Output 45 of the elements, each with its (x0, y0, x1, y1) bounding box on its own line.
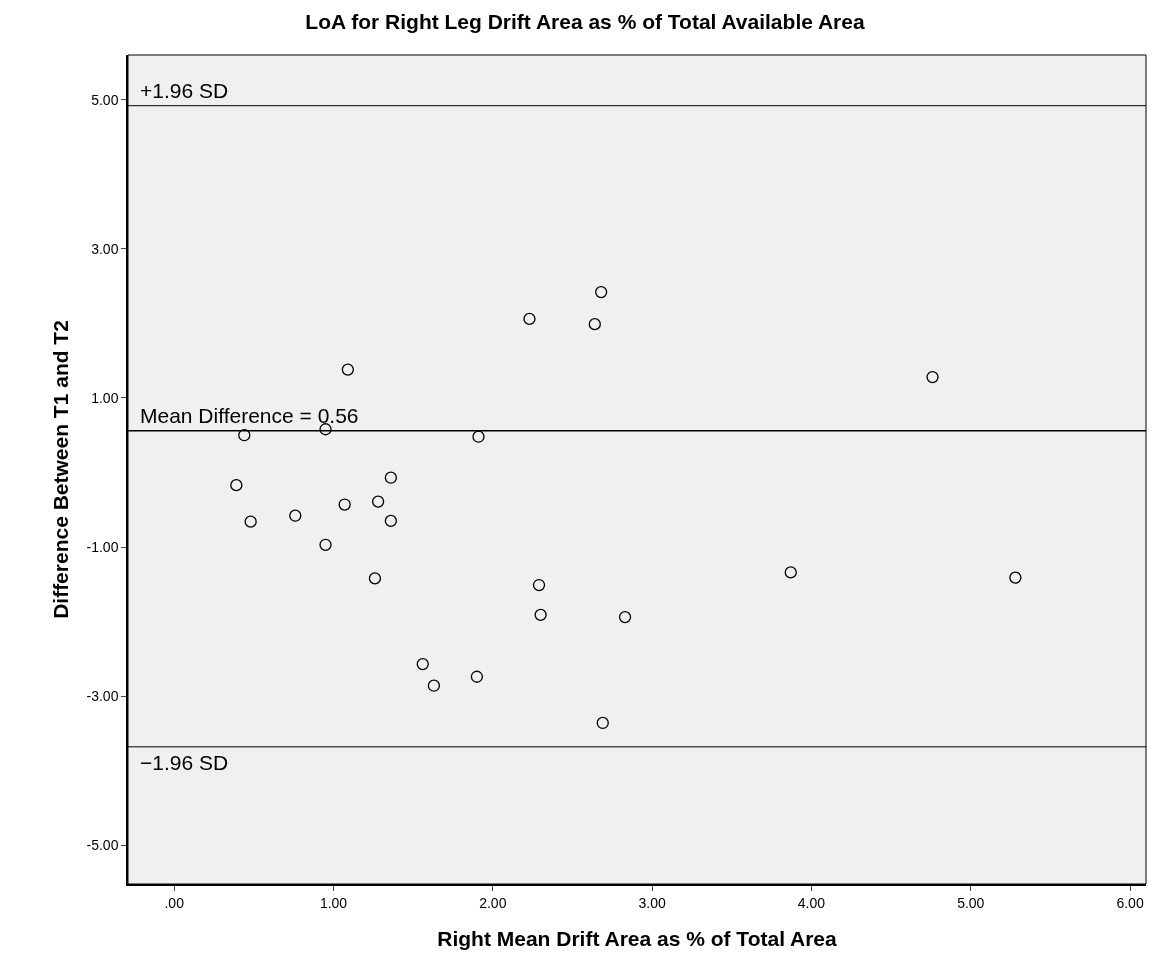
y-tick-label: -5.00 (86, 837, 119, 854)
point (532, 578, 546, 592)
point (341, 363, 354, 376)
point (319, 423, 332, 436)
x-tick-label: 6.00 (1116, 894, 1144, 911)
y-tick-label: 3.00 (91, 240, 119, 257)
chart-title: LoA for Right Leg Drift Area as % of Total Available Area (305, 10, 865, 34)
point (230, 479, 243, 492)
point (368, 572, 382, 585)
point (1009, 571, 1022, 584)
x-tick-label: 5.00 (957, 894, 985, 911)
ref-line-label: Mean Difference = 0.56 (140, 404, 359, 427)
y-tick-label: 5.00 (91, 91, 119, 108)
y-tick-label: 1.00 (91, 389, 119, 406)
point (784, 566, 797, 579)
point (588, 317, 601, 331)
point (472, 430, 485, 443)
point (618, 610, 632, 624)
point (534, 608, 547, 622)
x-tick-label: 1.00 (319, 894, 348, 911)
point (238, 429, 251, 442)
x-tick-label: .00 (164, 894, 185, 911)
point (470, 670, 484, 683)
point (427, 679, 441, 692)
ref-line-label: −1.96 SD (140, 751, 229, 774)
point (371, 495, 385, 508)
y-tick-label: -1.00 (86, 538, 119, 555)
point (595, 285, 608, 299)
x-tick-label: 3.00 (638, 894, 666, 911)
point (244, 515, 257, 528)
ref-line-label: +1.96 SD (140, 79, 229, 102)
point (319, 538, 332, 551)
point (338, 498, 351, 511)
x-axis-title: Right Mean Drift Area as % of Total Area (437, 927, 838, 951)
point (523, 312, 536, 326)
point (416, 657, 429, 671)
x-tick-label: 4.00 (797, 894, 826, 911)
point (384, 514, 398, 528)
y-axis-title: Difference Between T1 and T2 (49, 320, 73, 619)
point (384, 471, 398, 484)
point (596, 716, 609, 730)
y-tick-label: -3.00 (86, 688, 119, 705)
x-tick-label: 2.00 (479, 894, 507, 911)
point (289, 509, 302, 522)
point (926, 370, 939, 384)
